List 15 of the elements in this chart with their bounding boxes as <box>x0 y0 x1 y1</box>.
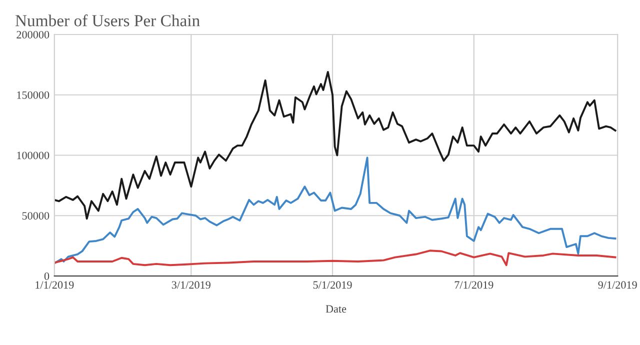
x-tick-label: 5/1/2019 <box>313 281 352 289</box>
line-series <box>54 70 616 220</box>
y-tick-label: 50000 <box>22 212 50 220</box>
line-series <box>54 250 616 266</box>
x-tick-label: 7/1/2019 <box>454 281 494 289</box>
line-series <box>54 156 616 264</box>
y-tick-label: 200000 <box>16 30 50 38</box>
x-tick-label: 9/1/2019 <box>598 281 637 289</box>
x-axis-title: Date <box>326 305 346 313</box>
x-tick-label: 3/1/2019 <box>172 281 210 289</box>
y-tick-label: 100000 <box>17 152 50 160</box>
y-tick-label: 0 <box>44 272 50 280</box>
y-tick-label: 150000 <box>17 91 50 99</box>
chart-title: Number of Users Per Chain <box>15 14 200 26</box>
x-tick-label: 1/1/2019 <box>36 281 74 289</box>
